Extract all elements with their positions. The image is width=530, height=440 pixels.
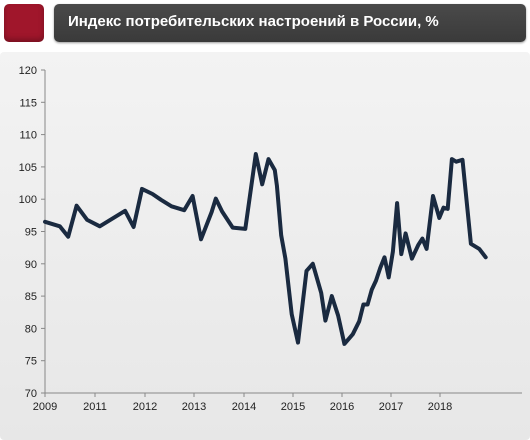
x-tick-label: 2017 [379,401,403,413]
y-tick-label: 105 [19,162,37,174]
y-tick-label: 70 [25,388,37,400]
y-tick-label: 115 [19,97,37,109]
x-tick-label: 2018 [428,401,452,413]
y-tick-label: 95 [25,227,37,239]
x-tick-label: 2013 [182,401,206,413]
title-bar: Индекс потребительских настроений в Росс… [54,4,526,42]
accent-block [4,4,44,42]
y-tick-label: 120 [19,65,37,77]
series-line [43,152,488,346]
y-tick-label: 90 [25,259,37,271]
y-tick-label: 110 [19,130,37,142]
chart-title: Индекс потребительских настроений в Росс… [68,13,439,30]
x-tick-label: 2009 [33,401,57,413]
chart-panel [0,52,530,440]
y-tick-label: 85 [25,291,37,303]
y-tick-label: 75 [25,356,37,368]
x-tick-label: 2016 [330,401,354,413]
y-tick-label: 80 [25,323,37,335]
x-tick-label: 2012 [133,401,157,413]
y-tick-label: 100 [19,194,37,206]
x-tick-label: 2014 [232,401,256,413]
x-tick-label: 2011 [83,401,107,413]
x-tick-label: 2015 [281,401,305,413]
